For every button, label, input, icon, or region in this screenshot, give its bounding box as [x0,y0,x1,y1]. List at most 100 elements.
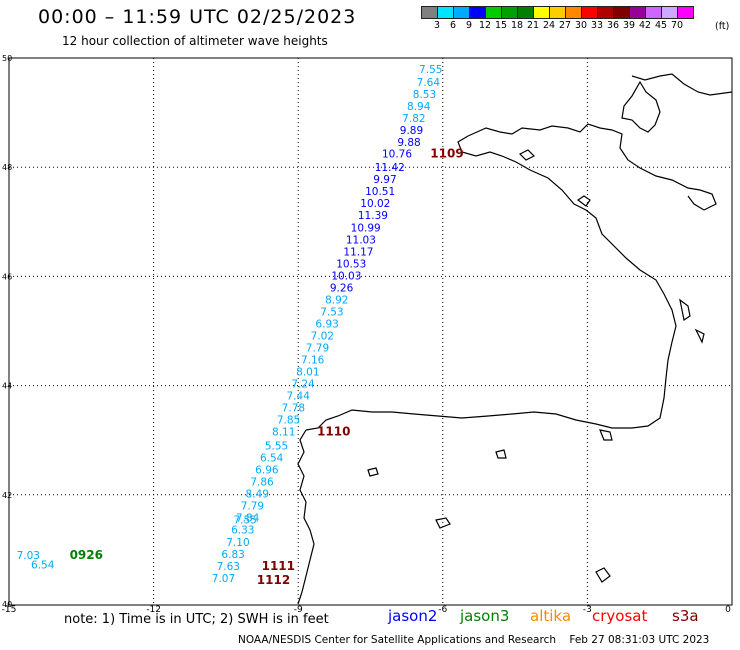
legend-label: 24 [542,20,556,31]
satellite-label-jason2: jason2 [388,607,438,625]
legend-label: 39 [622,20,636,31]
pass-time-label: 0926 [70,548,103,562]
satellite-label-s3a: s3a [672,607,699,625]
wave-height-value: 10.51 [365,186,395,198]
legend-label: 18 [510,20,524,31]
wave-height-value: 7.02 [311,330,334,342]
wave-height-value: 6.83 [221,549,244,561]
footer-credit: NOAA/NESDIS Center for Satellite Applica… [238,634,556,646]
legend-label: 42 [638,20,652,31]
legend-label: 12 [478,20,492,31]
x-tick-label: -12 [146,605,161,615]
track-1112: 7.07 1112 [212,573,290,587]
wave-height-value: 6.96 [255,465,279,477]
legend-unit: (ft) [715,21,730,32]
x-tick-label: -15 [2,605,17,615]
wave-height-value: 7.24 [291,378,315,390]
wave-height-value: 7.78 [282,402,305,414]
footer-timestamp: Feb 27 08:31:03 UTC 2023 [569,634,710,646]
wave-height-value: 8.01 [296,366,319,378]
wave-height-value: 8.92 [325,294,348,306]
wave-height-value: 7.10 [226,537,249,549]
wave-height-value: 7.03 [17,550,40,562]
wave-height-value: 7.63 [217,561,240,573]
pass-time-label: 1111 [262,559,295,573]
wave-height-value: 9.26 [330,282,354,294]
wave-height-value: 10.03 [331,270,361,282]
legend-label: 27 [558,20,572,31]
wave-height-value: 8.53 [413,89,436,101]
wave-height-value: 6.54 [31,560,55,572]
legend-label: 33 [590,20,604,31]
wave-height-value: 7.55 [233,514,256,526]
wave-height-value: 9.97 [373,174,396,186]
pass-time-label: 1110 [317,424,350,438]
x-tick-label: 0 [725,605,731,615]
legend-label: 6 [449,20,457,31]
x-tick-label: -6 [438,605,447,615]
wave-height-value: 8.49 [246,489,269,501]
wave-height-value: 11.17 [343,246,373,258]
graticule [9,58,732,604]
wave-height-value: 11.03 [346,234,376,246]
wave-height-value: 7.64 [417,77,441,89]
legend-labels: 3 6 9 12 15 18 21 24 27 30 33 36 39 42 45 70 [421,19,693,33]
satellite-label-cryosat: cryosat [592,607,648,625]
wave-height-value: 7.53 [320,306,343,318]
legend-label: 15 [494,20,508,31]
y-tick-label: 42 [2,491,12,500]
wave-height-value: 10.76 [382,149,412,161]
legend-swatch [677,6,694,19]
wave-height-value: 7.79 [306,342,329,354]
wave-height-value: 7.16 [301,354,325,366]
wave-height-value: 6.54 [260,453,284,465]
wave-height-value: 11.39 [358,210,388,222]
wave-height-value: 6.93 [315,318,338,330]
legend-label: 45 [654,20,668,31]
y-tick-label: 48 [2,163,12,172]
wave-height-value: 7.07 [212,573,235,585]
wave-height-value: 7.84 [236,513,260,525]
map-frame [8,57,733,606]
y-tick-label: 40 [2,600,12,609]
note-text: note: 1) Time is in UTC; 2) SWH is in fe… [64,612,329,627]
axis-labels: -15 -12 -9 -6 -3 0 50 48 46 44 42 40 [2,54,731,615]
wave-height-value: 11.42 [375,162,405,174]
wave-height-value: 7.79 [241,501,264,513]
wave-height-value: 6.33 [231,525,254,537]
satellite-label-altika: altika [530,607,572,625]
wave-height-value: 9.89 [400,125,423,137]
legend-swatches [421,6,694,19]
y-tick-label: 44 [2,382,12,391]
y-tick-label: 50 [2,54,12,63]
pass-time-label: 1112 [257,573,290,587]
legend-label: 36 [606,20,620,31]
wave-height-value: 7.44 [287,390,311,402]
wave-height-value: 7.85 [277,414,300,426]
color-scale-legend: 3 6 9 12 15 18 21 24 27 30 33 36 39 42 45 70 (ft) [421,6,729,33]
wave-height-value: 7.86 [250,477,274,489]
wave-height-value: 7.55 [419,64,442,76]
footer: NOAA/NESDIS Center for Satellite Applica… [238,634,709,646]
wave-height-value: 10.99 [351,222,381,234]
x-tick-label: -3 [583,605,592,615]
wave-height-value: 8.11 [272,426,295,438]
wave-height-value: 8.94 [407,101,431,113]
map-title: 00:00 – 11:59 UTC 02/25/2023 [38,6,357,28]
wave-height-value: 7.82 [402,113,425,125]
wave-height-value: 5.55 [265,441,288,453]
wave-height-value: 9.88 [397,137,420,149]
track-0926: 7.036.54 0926 [17,548,103,572]
pass-time-label: 1109 [430,147,463,161]
legend-label: 21 [526,20,540,31]
wave-height-value: 10.02 [360,198,390,210]
legend-label: 3 [433,20,441,31]
x-tick-label: -9 [294,605,303,615]
satellite-label-jason3: jason3 [460,607,510,625]
coastline [297,73,733,605]
legend-label: 30 [574,20,588,31]
